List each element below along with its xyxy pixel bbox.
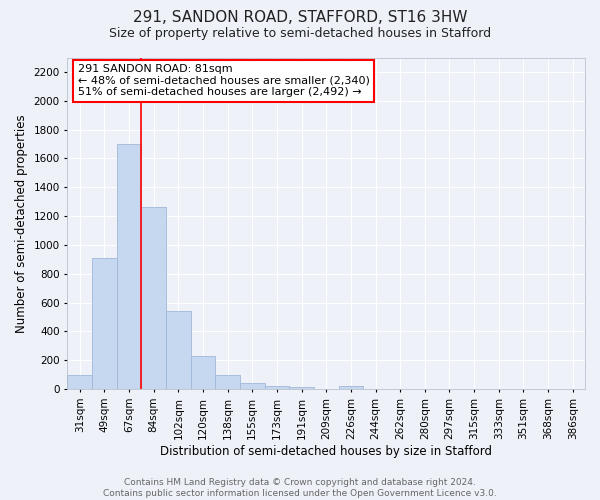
Text: Contains HM Land Registry data © Crown copyright and database right 2024.
Contai: Contains HM Land Registry data © Crown c… (103, 478, 497, 498)
Text: 291, SANDON ROAD, STAFFORD, ST16 3HW: 291, SANDON ROAD, STAFFORD, ST16 3HW (133, 10, 467, 25)
Bar (191, 356, 215, 389)
Bar (142, 208, 166, 389)
Text: Size of property relative to semi-detached houses in Stafford: Size of property relative to semi-detach… (109, 28, 491, 40)
Bar (166, 312, 191, 389)
Y-axis label: Number of semi-detached properties: Number of semi-detached properties (15, 114, 28, 332)
Bar (338, 386, 363, 389)
Bar (67, 376, 92, 389)
Text: 291 SANDON ROAD: 81sqm
← 48% of semi-detached houses are smaller (2,340)
51% of : 291 SANDON ROAD: 81sqm ← 48% of semi-det… (78, 64, 370, 98)
Bar (92, 258, 117, 389)
Bar (240, 384, 265, 389)
Bar (289, 387, 314, 389)
Bar (215, 375, 240, 389)
X-axis label: Distribution of semi-detached houses by size in Stafford: Distribution of semi-detached houses by … (160, 444, 492, 458)
Bar (117, 144, 142, 389)
Bar (265, 386, 289, 389)
